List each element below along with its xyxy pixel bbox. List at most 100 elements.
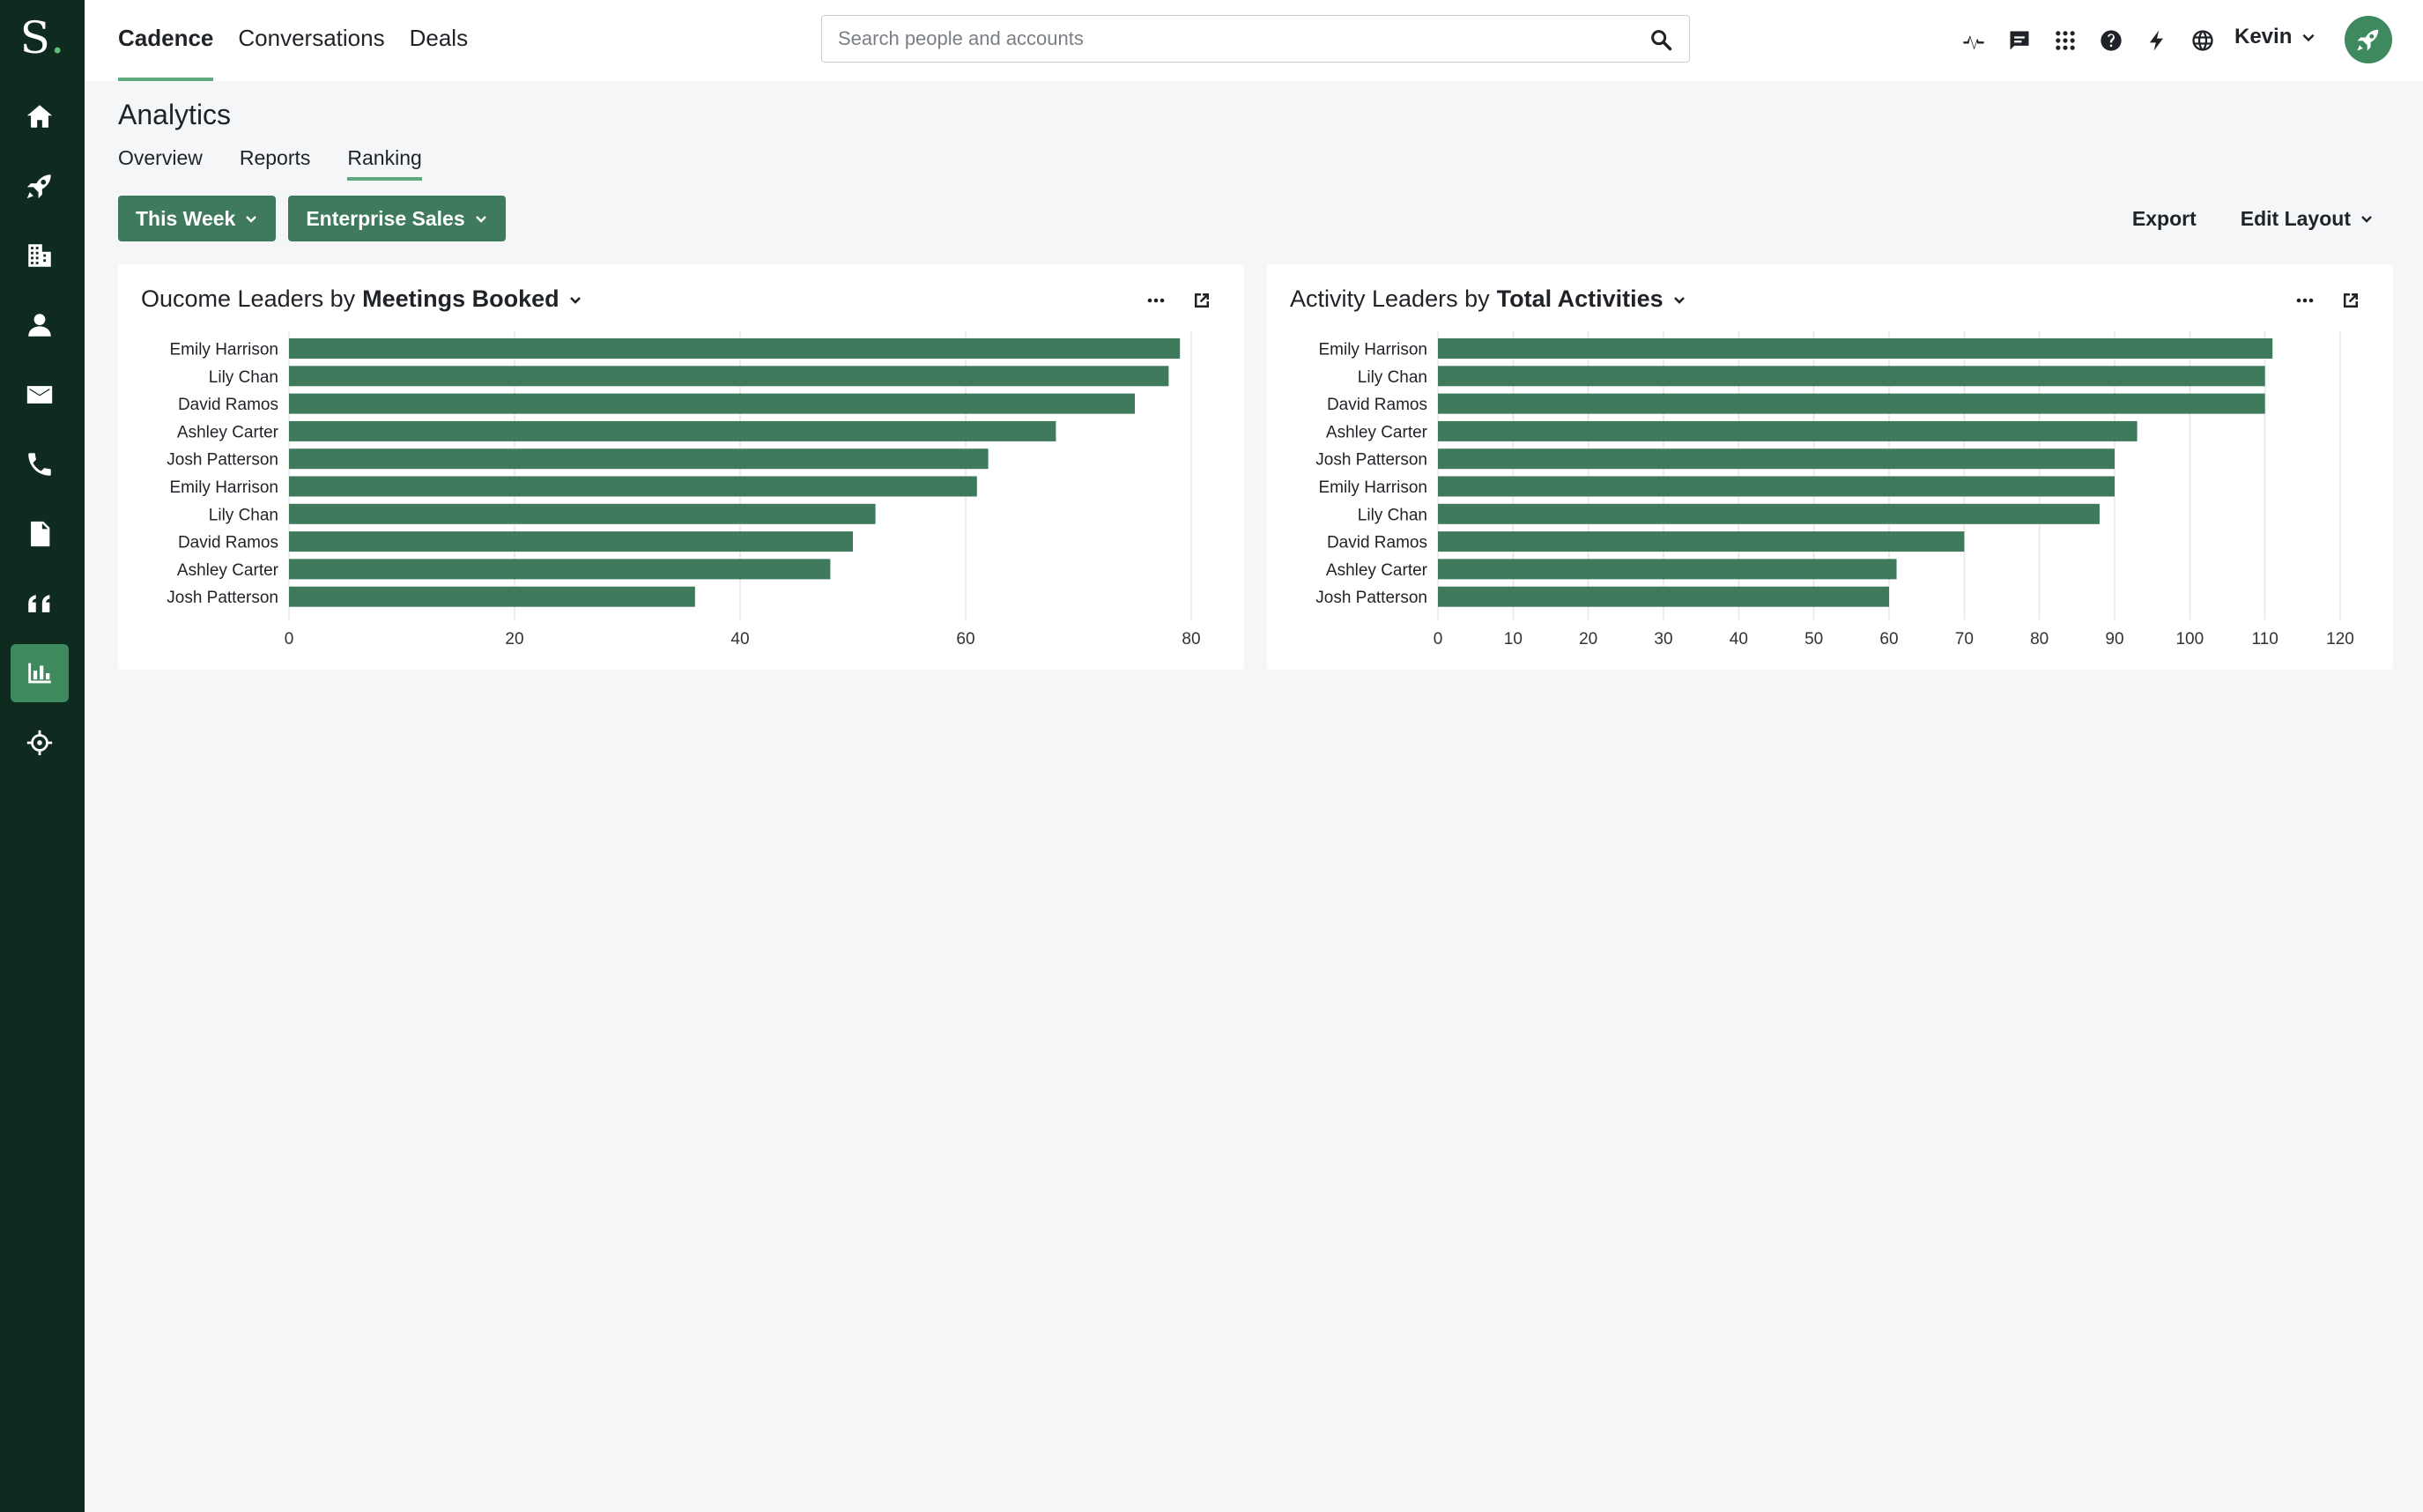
y-category-label: Lily Chan <box>1358 368 1427 387</box>
bar <box>289 338 1181 359</box>
x-tick-label: 60 <box>956 630 974 649</box>
sidebar-item-cadences[interactable] <box>11 157 69 215</box>
lightning-button[interactable] <box>2134 21 2180 60</box>
card-title-metric: Meetings Booked <box>362 285 559 312</box>
y-category-label: David Ramos <box>178 396 278 414</box>
card-actions <box>2282 287 2374 314</box>
y-category-label: Ashley Carter <box>1326 561 1428 580</box>
rocket-icon <box>2357 29 2379 51</box>
header-icons <box>1951 21 2226 60</box>
meetings-booked-chart: 0 20 40 60 80 Emily Harrison Lily Chan David Ra… <box>167 331 1201 649</box>
chevron-down-icon <box>1673 296 1685 304</box>
tab-reports[interactable]: Reports <box>239 146 311 169</box>
y-category-label: Emily Harrison <box>1318 478 1427 497</box>
sidebar-item-analytics[interactable] <box>11 644 69 702</box>
avatar[interactable] <box>2345 16 2392 63</box>
y-category-label: Josh Patterson <box>1315 451 1427 470</box>
bar <box>1438 503 2100 524</box>
y-category-label: Ashley Carter <box>177 423 279 441</box>
x-tick-label: 80 <box>2030 630 2049 649</box>
card-title[interactable]: Activity Leaders by Total Activities <box>1290 285 1686 313</box>
card-title[interactable]: Oucome Leaders by Meetings Booked <box>141 285 582 313</box>
mail-icon <box>26 386 53 404</box>
nav-conversations[interactable]: Conversations <box>238 25 385 51</box>
total-activities-chart: 0 10 20 30 40 50 60 70 80 90 100 110 120 Emily Harris… <box>1315 331 2354 649</box>
bar <box>1438 476 2115 497</box>
top-nav: Cadence Conversations Deals <box>118 0 493 81</box>
export-button[interactable]: Export <box>2131 206 2197 230</box>
x-tick-label: 120 <box>2326 630 2354 649</box>
y-category-label: Ashley Carter <box>177 561 279 580</box>
x-tick-label: 90 <box>2105 630 2123 649</box>
sidebar-item-people[interactable] <box>11 296 69 354</box>
meetings-booked-card: 0 20 40 60 80 Emily Harrison Lily Chan David Ra… <box>118 264 1244 670</box>
tab-overview[interactable]: Overview <box>118 146 203 169</box>
help-button[interactable] <box>2088 21 2134 60</box>
bar <box>1438 531 1965 552</box>
x-tick-label: 100 <box>2175 630 2204 649</box>
card-more-button[interactable] <box>2282 287 2328 314</box>
time-filter-dropdown[interactable]: This Week <box>118 196 277 241</box>
nav-cadence[interactable]: Cadence <box>118 0 214 81</box>
activity-button[interactable] <box>1951 21 1997 60</box>
team-filter-dropdown[interactable]: Enterprise Sales <box>288 196 506 241</box>
bar <box>289 420 1056 441</box>
x-tick-label: 30 <box>1654 630 1672 649</box>
phone-icon <box>28 453 51 476</box>
logo-dot: . <box>49 11 65 64</box>
search-input[interactable] <box>838 25 1613 53</box>
chevron-down-icon <box>569 296 581 304</box>
sidebar-item-accounts[interactable] <box>11 226 69 285</box>
bar-chart-icon <box>28 663 51 684</box>
tab-ranking[interactable]: Ranking <box>347 146 423 181</box>
bar <box>1438 586 1889 607</box>
bar <box>289 448 989 470</box>
sidebar-item-templates[interactable] <box>11 505 69 563</box>
x-tick-label: 50 <box>1804 630 1823 649</box>
card-expand-button[interactable] <box>1179 287 1225 314</box>
bar <box>1438 559 1897 580</box>
bar <box>1438 338 2273 359</box>
bar <box>289 559 831 580</box>
top-bar: Cadence Conversations Deals Kevin <box>85 0 2423 81</box>
apps-grid-icon <box>2056 31 2075 50</box>
search-icon[interactable] <box>1649 27 1673 52</box>
x-tick-label: 0 <box>1434 630 1443 649</box>
chevron-down-icon <box>2302 33 2315 42</box>
user-menu[interactable]: Kevin <box>2234 25 2316 49</box>
y-category-label: Lily Chan <box>209 368 278 387</box>
sidebar: S. <box>0 0 85 1512</box>
card-title-prefix: Oucome Leaders by <box>141 285 356 312</box>
nav-deals[interactable]: Deals <box>409 25 469 51</box>
y-category-label: Emily Harrison <box>1318 341 1427 359</box>
sidebar-item-home[interactable] <box>11 87 69 145</box>
open-external-icon <box>1195 293 1209 308</box>
sidebar-item-snippets[interactable] <box>11 574 69 633</box>
x-tick-label: 110 <box>2252 630 2279 649</box>
chat-button[interactable] <box>1997 21 2042 60</box>
app-logo[interactable]: S. <box>0 0 85 76</box>
card-title-metric: Total Activities <box>1496 285 1663 312</box>
x-tick-label: 0 <box>285 630 294 649</box>
edit-layout-dropdown[interactable]: Edit Layout <box>2241 207 2374 231</box>
globe-button[interactable] <box>2180 21 2226 60</box>
x-tick-label: 40 <box>1730 630 1748 649</box>
card-more-button[interactable] <box>1133 287 1179 314</box>
edit-layout-label: Edit Layout <box>2240 206 2351 230</box>
card-expand-button[interactable] <box>2328 287 2374 314</box>
lightning-icon <box>2149 30 2163 51</box>
sidebar-item-prospector[interactable] <box>11 714 69 772</box>
more-horizontal-icon <box>1147 298 1165 303</box>
chevron-down-icon <box>2361 216 2372 223</box>
bar <box>1438 448 2115 470</box>
apps-button[interactable] <box>2042 21 2088 60</box>
time-filter-label: This Week <box>136 206 236 230</box>
bar <box>289 476 977 497</box>
sidebar-item-calls[interactable] <box>11 435 69 493</box>
document-icon <box>31 521 50 547</box>
y-category-label: David Ramos <box>1327 534 1427 552</box>
sidebar-item-email[interactable] <box>11 366 69 424</box>
x-tick-label: 10 <box>1504 630 1523 649</box>
activity-icon <box>1963 35 1984 50</box>
y-category-label: Josh Patterson <box>167 451 278 470</box>
